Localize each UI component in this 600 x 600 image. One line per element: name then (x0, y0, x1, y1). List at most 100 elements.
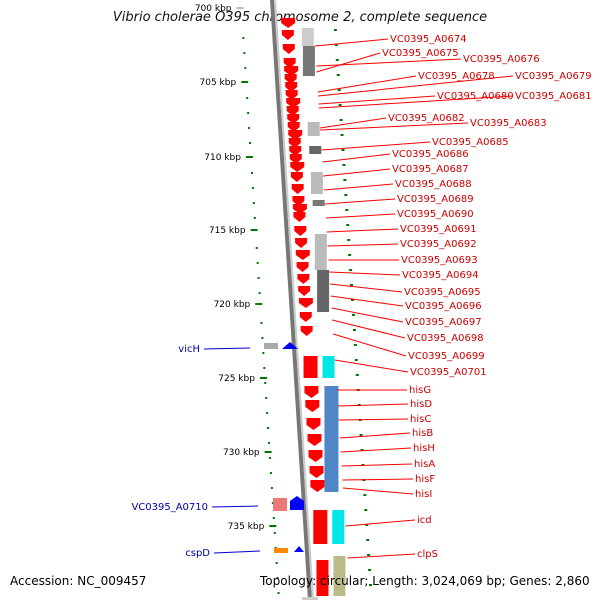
gene-leader-line (340, 447, 412, 453)
scale-track: 700 kbp 705 kbp 710 kbp 715 kbp 720 kbp 725 k… (195, 4, 373, 594)
feature-box (273, 498, 287, 511)
right-scale-tick (342, 164, 346, 166)
feature-box (307, 122, 320, 136)
right-scale-tick (336, 74, 340, 76)
gene-label: hisB (412, 428, 433, 439)
gene-label: VC0395_A0688 (395, 179, 472, 190)
gene-leader-line (347, 553, 416, 559)
gene-arrow (284, 66, 299, 76)
gene-arrow (286, 98, 301, 108)
gene-arrow (281, 18, 296, 28)
right-scale-tick (341, 149, 345, 151)
left-gene-label: cspD (185, 548, 210, 559)
gene-arrow (288, 138, 301, 148)
scale-minor-tick (270, 487, 273, 489)
scale-minor-tick (256, 262, 259, 264)
gene-arrow (283, 58, 296, 68)
gene-label: clpS (417, 549, 438, 560)
gene-leader-line (321, 141, 431, 151)
gene-arrow (297, 274, 310, 284)
left-label-group: vicH VC0395_A0710 cspD (131, 344, 261, 559)
gene-leader-line (330, 295, 404, 307)
gene-arrow (287, 122, 300, 132)
scale-minor-tick (243, 52, 246, 54)
gene-leader-line (331, 307, 404, 323)
scale-minor-tick (261, 337, 264, 339)
gene-leader-line (323, 168, 391, 177)
gene-label: hisD (410, 399, 432, 410)
right-scale-tick (346, 224, 350, 226)
right-scale-tick (365, 524, 369, 526)
gene-label: VC0395_A0692 (400, 239, 477, 250)
scale-minor-tick (268, 442, 271, 444)
gene-label: VC0395_A0698 (407, 333, 484, 344)
right-scale-tick (359, 434, 363, 436)
gene-leader-line (339, 432, 411, 439)
scale-tick-label: 720 kbp (214, 300, 251, 310)
scale-minor-tick (262, 352, 265, 354)
gene-arrow (288, 130, 303, 140)
gene-leader-line (342, 478, 414, 481)
feature-box (317, 270, 330, 312)
scale-minor-tick (267, 427, 270, 429)
scale-tick-label: 710 kbp (204, 153, 241, 163)
gene-box (313, 510, 328, 544)
scale-minor-tick (255, 247, 258, 249)
gene-label: hisA (414, 459, 435, 470)
gene-label: VC0395_A0695 (404, 287, 481, 298)
highlight-box (322, 356, 335, 378)
gene-leader-line (316, 58, 462, 67)
genome-summary-text: Topology: circular; Length: 3,024,069 bp… (260, 574, 590, 588)
pathway-box (324, 386, 339, 492)
gene-box (316, 560, 329, 596)
left-leader-line (213, 550, 261, 554)
gene-leader-line (329, 283, 403, 293)
right-scale-tick (351, 299, 354, 301)
gene-label: VC0395_A0696 (405, 301, 482, 312)
left-leader-line (203, 347, 251, 350)
gene-label: VC0395_A0674 (390, 34, 467, 45)
gene-arrow (305, 400, 320, 412)
right-scale-tick (367, 554, 371, 556)
gene-arrow (285, 82, 298, 92)
feature-box (333, 556, 346, 596)
right-scale-tick (347, 239, 351, 241)
blue-arrow (282, 342, 298, 349)
left-gene-label: vicH (178, 344, 200, 355)
scale-minor-tick (253, 217, 256, 219)
scale-tick-label: 730 kbp (223, 448, 260, 458)
right-scale-tick (351, 314, 355, 316)
scale-minor-tick (266, 412, 269, 414)
scale-minor-tick (271, 502, 274, 504)
scale-minor-tick (269, 472, 272, 474)
left-leader-line (211, 505, 259, 508)
scale-minor-tick (272, 517, 275, 519)
gene-label: VC0395_A0699 (408, 351, 485, 362)
highlight-box (332, 510, 345, 544)
gene-arrow (289, 146, 302, 156)
scale-minor-tick (260, 322, 263, 324)
accession-text: Accession: NC_009457 (10, 574, 147, 588)
gene-arrow (308, 450, 323, 462)
right-scale-tick (368, 569, 372, 571)
gene-leader-line (318, 95, 514, 109)
scale-minor-tick (264, 382, 267, 384)
gene-arrow (299, 312, 312, 322)
right-scale-tick (334, 44, 338, 46)
scale-minor-tick (269, 457, 272, 459)
scale-minor-tick (263, 367, 266, 369)
scale-tick-label: 700 kbp (195, 4, 232, 14)
gene-arrow (284, 74, 297, 84)
scale-minor-tick (273, 532, 276, 534)
gene-arrow (290, 162, 305, 172)
gene-arrow (309, 466, 324, 478)
right-scale-tick (344, 194, 348, 196)
right-scale-tick (345, 209, 349, 211)
gene-label: VC0395_A0685 (432, 137, 509, 148)
scale-minor-tick (250, 172, 253, 174)
gene-label: VC0395_A0686 (392, 149, 469, 160)
gene-arrow (293, 212, 306, 222)
gene-arrow (294, 226, 307, 236)
gene-arrow (289, 154, 302, 164)
scale-minor-tick (246, 97, 249, 99)
